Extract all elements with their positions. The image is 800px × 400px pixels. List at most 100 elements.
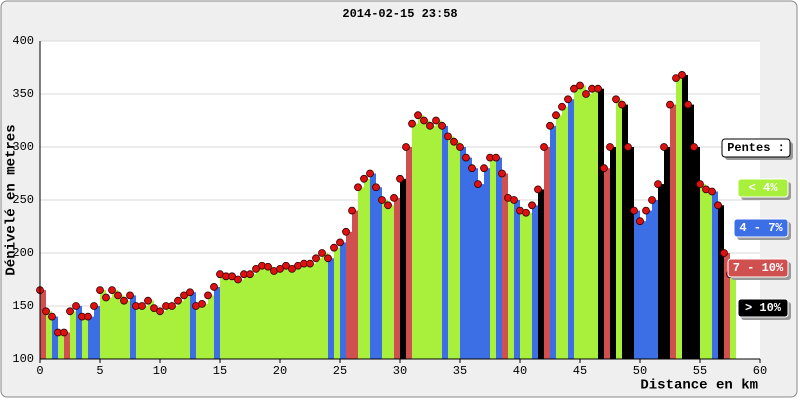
slope-bar <box>646 210 652 359</box>
slope-bar <box>412 123 418 360</box>
slope-bar <box>448 136 454 359</box>
slope-bar <box>466 157 472 359</box>
elevation-point <box>96 286 104 295</box>
x-tick-label: 45 <box>573 364 587 378</box>
slope-bar <box>664 147 670 359</box>
slope-bar <box>514 200 520 359</box>
slope-bar <box>622 104 628 359</box>
slope-bar <box>394 197 400 359</box>
slope-bar <box>592 88 598 359</box>
slope-bar <box>616 99 622 360</box>
chart-title: 2014-02-15 23:58 <box>342 7 457 21</box>
elevation-point <box>618 100 626 109</box>
legend-swatch <box>737 178 789 198</box>
slope-bar <box>322 253 328 359</box>
legend-label: < 4% <box>749 181 779 195</box>
elevation-point <box>288 264 296 273</box>
slope-bar <box>310 263 316 359</box>
slope-bar <box>346 231 352 359</box>
elevation-point <box>276 264 284 273</box>
elevation-point <box>648 196 656 204</box>
slope-bar <box>130 295 136 359</box>
elevation-point <box>336 238 344 247</box>
elevation-point <box>642 206 650 215</box>
slope-bar <box>316 258 322 359</box>
elevation-point <box>204 291 212 300</box>
slope-bar <box>688 104 694 359</box>
elevation-point <box>414 111 422 120</box>
slope-bar <box>154 308 160 359</box>
elevation-point <box>60 328 68 337</box>
elevation-point <box>342 227 350 236</box>
slope-bar <box>496 157 502 359</box>
elevation-point <box>564 95 572 104</box>
y-tick-label: 200 <box>12 246 34 260</box>
slope-bar <box>352 210 358 359</box>
slope-bar <box>208 295 214 359</box>
slope-bar <box>706 189 712 359</box>
elevation-point <box>72 302 80 310</box>
elevation-point <box>372 183 380 192</box>
elevation-point <box>456 143 464 151</box>
elevation-point <box>186 288 194 297</box>
slope-bar <box>538 189 544 359</box>
elevation-point <box>426 121 434 130</box>
elevation-point <box>378 196 386 204</box>
slope-bar <box>124 300 130 359</box>
elevation-point <box>636 217 644 226</box>
slope-bar <box>454 141 460 359</box>
slope-bar <box>160 311 166 359</box>
elevation-point <box>594 84 602 93</box>
elevation-point <box>678 71 686 79</box>
slope-bar <box>238 279 244 359</box>
x-tick-label: 55 <box>693 364 707 378</box>
slope-bar <box>718 205 724 359</box>
slope-bar <box>244 274 250 359</box>
slope-bar <box>172 306 178 359</box>
slope-bar <box>70 311 76 359</box>
slope-bar <box>118 295 124 359</box>
slope-bar <box>724 253 730 359</box>
elevation-point <box>630 206 638 215</box>
elevation-point <box>666 100 674 109</box>
elevation-point <box>228 272 236 281</box>
x-axis-label: Distance en km <box>640 378 758 394</box>
slope-bar <box>190 292 196 359</box>
slope-bar <box>670 104 676 359</box>
slope-bar <box>544 147 550 359</box>
elevation-point <box>174 296 182 305</box>
slope-bar <box>220 274 226 359</box>
elevation-point <box>330 243 338 252</box>
elevation-point <box>444 132 452 141</box>
y-axis-label: Dénivelé en metres <box>4 124 20 275</box>
elevation-point <box>354 183 362 192</box>
slope-bar <box>550 125 556 359</box>
slope-bar <box>226 276 232 359</box>
x-tick-label: 0 <box>36 364 43 378</box>
slope-bar <box>148 300 154 359</box>
slope-bar <box>712 191 718 359</box>
slope-bar <box>196 306 202 359</box>
elevation-point <box>420 116 428 125</box>
elevation-point <box>492 153 500 162</box>
slope-bar <box>58 332 64 359</box>
y-tick-label: 100 <box>12 352 34 366</box>
elevation-point <box>108 286 116 295</box>
elevation-point <box>570 84 578 93</box>
x-tick-label: 25 <box>333 364 347 378</box>
slope-bar <box>520 210 526 359</box>
slope-bar <box>286 265 292 359</box>
slope-bar <box>430 125 436 359</box>
slope-bar <box>304 263 310 359</box>
slope-bar <box>562 106 568 359</box>
legend-label: 7 - 10% <box>733 261 784 275</box>
slope-bar <box>232 276 238 359</box>
elevation-point <box>306 259 314 268</box>
legend-title-box <box>721 138 791 158</box>
elevation-point <box>474 180 482 189</box>
x-tick-label: 10 <box>153 364 167 378</box>
legend-title: Pentes : <box>727 141 785 155</box>
elevation-point <box>42 307 50 316</box>
elevation-point <box>312 254 320 263</box>
